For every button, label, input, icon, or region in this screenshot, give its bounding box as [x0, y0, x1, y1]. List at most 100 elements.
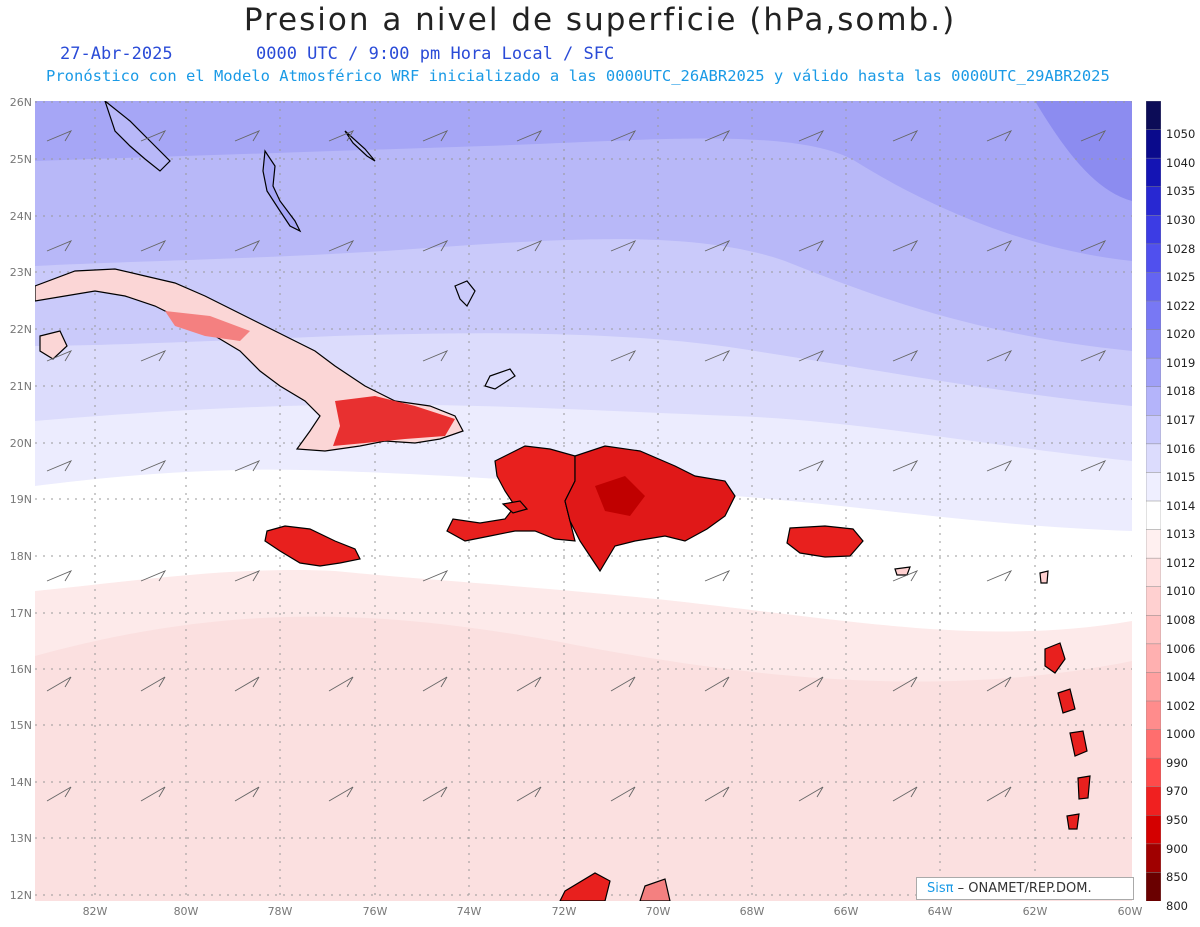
- colorbar-level-label: 1030: [1166, 213, 1196, 227]
- colorbar-level-label: 800: [1166, 898, 1188, 913]
- lat-label-14n: 14N: [9, 776, 32, 789]
- map-title: Presion a nivel de superficie (hPa,somb.…: [243, 2, 957, 38]
- colorbar-swatch: [1146, 500, 1161, 531]
- lat-label-24n: 24N: [9, 210, 32, 223]
- colorbar-level-label: 1002: [1166, 698, 1196, 713]
- caicos-islands: [484, 368, 516, 390]
- colorbar-swatch: [1146, 472, 1161, 502]
- colorbar-level-label: 1013: [1166, 527, 1196, 542]
- saint-vincent: [1066, 813, 1080, 830]
- colorbar-swatch: [1146, 615, 1161, 645]
- lat-label-23n: 23N: [9, 266, 32, 279]
- lon-label-74w: 74W: [456, 905, 482, 918]
- guadeloupe: [1044, 642, 1066, 674]
- lat-label-20n: 20N: [9, 437, 32, 450]
- forecast-date: 27-Abr-2025: [60, 44, 173, 64]
- paraguana-peninsula: [559, 872, 611, 901]
- colorbar-swatch: [1146, 843, 1161, 874]
- colorbar-level-label: 1018: [1166, 384, 1196, 399]
- colorbar-swatch: [1146, 815, 1161, 845]
- colorbar-swatch: [1146, 186, 1161, 217]
- lon-label-60w: 60W: [1117, 905, 1143, 918]
- wind-barbs: [46, 130, 1107, 802]
- colorbar-swatch: [1146, 157, 1161, 188]
- lon-label-72w: 72W: [551, 905, 577, 918]
- colorbar-level-label: 1004: [1166, 670, 1196, 685]
- colorbar-level-label: 1040: [1166, 155, 1196, 170]
- lon-label-82w: 82W: [82, 905, 108, 918]
- colorbar-swatch: [1146, 586, 1161, 617]
- colorbar-level-label: 1014: [1166, 498, 1196, 513]
- band-1018: [35, 101, 1132, 261]
- lat-label-17n: 17N: [9, 607, 32, 620]
- lat-label-16n: 16N: [9, 663, 32, 676]
- pressure-colorbar: [1146, 101, 1161, 901]
- gonave-island: [501, 500, 529, 514]
- colorbar-level-label: 990: [1166, 755, 1188, 770]
- colorbar-level-label: 950: [1166, 813, 1188, 827]
- colorbar-level-label: 1050: [1166, 127, 1196, 142]
- colorbar-swatch: [1146, 786, 1161, 817]
- jamaica: [264, 525, 361, 567]
- colorbar-swatch: [1146, 729, 1161, 759]
- colorbar-level-label: 1019: [1166, 355, 1196, 370]
- lon-label-64w: 64W: [927, 905, 953, 918]
- colorbar-swatch: [1146, 300, 1161, 331]
- lat-label-12n: 12N: [9, 889, 32, 902]
- colorbar-level-label: 1035: [1166, 184, 1196, 199]
- lat-label-18n: 18N: [9, 550, 32, 563]
- colorbar-swatch: [1146, 757, 1161, 788]
- colorbar-level-label: 1008: [1166, 613, 1196, 627]
- sierra-maestra: [333, 396, 455, 446]
- sispi-logo: Sisπ: [927, 881, 954, 896]
- dominica: [1057, 688, 1076, 714]
- colorbar-swatch: [1146, 386, 1161, 417]
- inagua-islands: [454, 280, 476, 307]
- colorbar-level-label: 1006: [1166, 641, 1196, 656]
- lat-label-21n: 21N: [9, 380, 32, 393]
- forecast-time-info: 0000 UTC / 9:00 pm Hora Local / SFC: [256, 44, 615, 64]
- lat-label-13n: 13N: [9, 832, 32, 845]
- colorbar-swatch: [1146, 872, 1161, 901]
- lat-label-19n: 19N: [9, 493, 32, 506]
- colorbar-level-label: 900: [1166, 841, 1188, 856]
- andros: [262, 149, 302, 233]
- guajira-coast: [639, 878, 671, 901]
- lat-label-26n: 26N: [9, 96, 32, 109]
- lon-label-78w: 78W: [267, 905, 293, 918]
- lat-label-15n: 15N: [9, 719, 32, 732]
- band-1017: [35, 101, 1132, 351]
- colorbar-level-label: 1000: [1166, 727, 1196, 742]
- saint-lucia: [1077, 775, 1091, 800]
- colorbar-swatch: [1146, 415, 1161, 445]
- lon-label-68w: 68W: [739, 905, 765, 918]
- lon-label-62w: 62W: [1022, 905, 1048, 918]
- colorbar-level-label: 1022: [1166, 298, 1196, 313]
- colorbar-swatch: [1146, 529, 1161, 559]
- colorbar-level-label: 1015: [1166, 470, 1196, 485]
- cuba-high-west: [165, 311, 250, 341]
- lon-label-66w: 66W: [833, 905, 859, 918]
- virgin-islands: [894, 566, 911, 576]
- lon-label-76w: 76W: [362, 905, 388, 918]
- credit-box: Sisπ – ONAMET/REP.DOM.: [916, 877, 1134, 900]
- colorbar-level-label: 1025: [1166, 270, 1196, 285]
- isla-juventud: [39, 330, 68, 360]
- saint-martin: [1039, 570, 1049, 584]
- dominican-republic: [564, 445, 736, 573]
- coastlines: [35, 101, 1091, 901]
- model-subtitle: Pronóstico con el Modelo Atmosférico WRF…: [46, 67, 1110, 85]
- colorbar-level-label: 970: [1166, 784, 1188, 799]
- colorbar-level-label: 1012: [1166, 555, 1196, 570]
- colorbar-swatch: [1146, 557, 1161, 588]
- colorbar-level-label: 850: [1166, 870, 1188, 885]
- colorbar-swatch: [1146, 357, 1161, 388]
- colorbar-level-label: 1010: [1166, 584, 1196, 599]
- colorbar-swatch: [1146, 243, 1161, 274]
- colorbar-swatch: [1146, 643, 1161, 674]
- colorbar-level-label: 1028: [1166, 241, 1196, 256]
- pressure-map[interactable]: [35, 101, 1132, 901]
- martinique: [1069, 730, 1088, 757]
- colorbar-swatch: [1146, 443, 1161, 474]
- lat-label-25n: 25N: [9, 153, 32, 166]
